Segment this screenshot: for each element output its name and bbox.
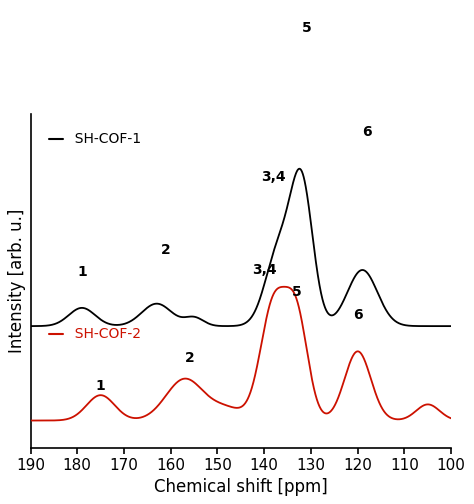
Text: 3,4: 3,4 [261,170,286,184]
Text: 1: 1 [77,265,87,279]
Text: 3,4: 3,4 [252,263,276,277]
Text: 1: 1 [96,379,106,393]
Text: 2: 2 [161,243,171,257]
Text: 6: 6 [362,125,372,139]
Y-axis label: Intensity [arb. u.]: Intensity [arb. u.] [9,209,27,353]
Text: SH-COF-1: SH-COF-1 [65,132,141,146]
Text: 6: 6 [353,308,363,322]
Text: 5: 5 [292,285,302,298]
Text: SH-COF-2: SH-COF-2 [65,327,141,341]
Text: 2: 2 [184,351,194,365]
X-axis label: Chemical shift [ppm]: Chemical shift [ppm] [154,478,328,495]
Text: 5: 5 [301,21,311,35]
